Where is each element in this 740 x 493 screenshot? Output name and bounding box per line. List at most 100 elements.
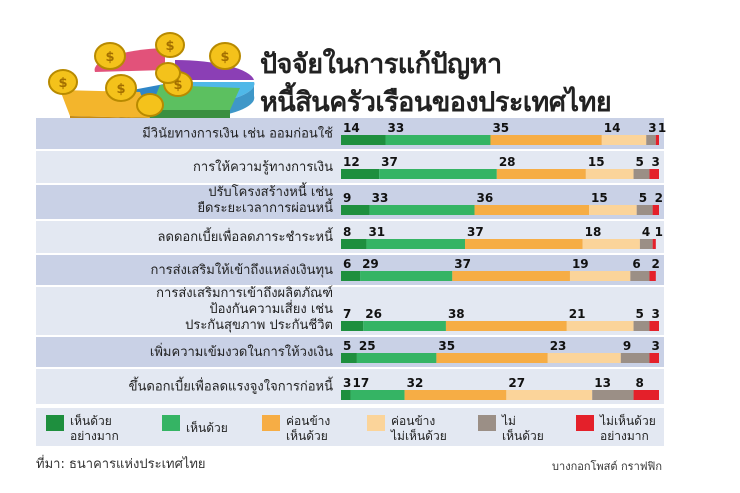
bar-segment [363,321,446,331]
legend-label: เห็นด้วย [286,428,328,443]
value-label: 14 [604,121,621,135]
bar-segment [633,390,659,400]
category-label: การส่งเสริมการเข้าถึงผลิตภัณฑ์ [156,285,333,301]
value-label: 33 [388,121,405,135]
svg-text:$: $ [173,78,182,93]
value-label: 9 [623,339,631,353]
value-label: 23 [550,339,567,353]
bar-segment [341,205,370,215]
value-label: 1 [655,225,663,239]
value-label: 33 [372,191,389,205]
bar-segment [601,135,647,145]
category-label: การส่งเสริมให้เข้าถึงแหล่งเงินทุน [150,262,333,278]
bar-segment [436,353,548,363]
bar-segment [379,169,497,179]
value-label: 12 [343,155,360,169]
legend-label: อย่างมาก [70,429,119,443]
legend-label: ค่อนข้าง [391,414,435,428]
bar-segment [385,135,491,145]
category-label: ประกันสุขภาพ ประกันชีวิต [185,317,333,333]
legend-label: ไม่ [501,414,516,428]
bar-segment [566,321,634,331]
bar-segment [569,271,631,281]
bar-segment [649,321,659,331]
value-label: 14 [343,121,360,135]
value-label: 3 [343,376,351,390]
category-label: มีวินัยทางการเงิน เช่น ออมก่อนใช้ [142,126,333,142]
value-label: 3 [651,339,659,353]
bar-segment [341,321,364,331]
bar-segment [636,205,653,215]
bar-segment [652,205,659,215]
legend-swatch [162,415,180,431]
bar-segment [633,321,650,331]
bar-segment [341,169,380,179]
value-label: 15 [591,191,608,205]
value-label: 5 [639,191,647,205]
bar-segment [620,353,650,363]
legend-swatch [46,415,64,431]
value-label: 3 [648,121,656,135]
value-label: 27 [508,376,525,390]
value-label: 35 [438,339,455,353]
bar-segment [350,390,405,400]
value-label: 18 [585,225,602,239]
bar-segment [646,135,656,145]
svg-text:$: $ [220,50,229,65]
bar-segment [585,169,634,179]
category-label: ขึ้นดอกเบี้ยเพื่อลดแรงจูงใจการก่อหนี้ [129,377,334,395]
value-label: 17 [353,376,370,390]
category-label: เพิ่มความเข้มงวดในการให้วงเงิน [150,343,333,360]
bar-segment [404,390,507,400]
bar-segment [452,271,570,281]
bar-segment [496,169,586,179]
value-label: 9 [343,191,351,205]
category-label: ยืดระยะเวลาการผ่อนหนี้ [197,198,333,216]
legend-label: ไม่เห็นด้วย [599,413,656,428]
value-label: 37 [467,225,484,239]
bar-segment [356,353,437,363]
value-label: 2 [651,257,659,271]
legend-swatch [262,415,280,431]
chart-title-line-2: หนี้สินครัวเรือนของประเทศไทย [260,87,612,118]
legend-label: เห็นด้วย [186,420,228,435]
value-label: 5 [636,155,644,169]
value-label: 37 [381,155,398,169]
value-label: 4 [642,225,650,239]
bar-segment [547,353,621,363]
category-label: ปรับโครงสร้างหนี้ เช่น [208,182,333,200]
bar-segment [582,239,640,249]
bar-segment [360,271,453,281]
bar-segment [341,353,357,363]
category-label: การให้ความรู้ทางการเงิน [193,159,333,175]
value-label: 36 [477,191,494,205]
bar-segment [341,271,361,281]
value-label: 15 [588,155,605,169]
value-label: 26 [365,307,382,321]
bar-segment [592,390,634,400]
bar-segment [369,205,475,215]
legend-swatch [478,415,496,431]
graphic-credit: บางกอกโพสต์ กราฟฟิก [552,460,662,473]
bar-segment [445,321,567,331]
value-label: 7 [343,307,351,321]
bar-segment [366,239,466,249]
legend-label: เห็นด้วย [502,428,544,443]
svg-text:$: $ [58,76,67,91]
value-label: 6 [343,257,351,271]
value-label: 31 [368,225,385,239]
bar-segment [589,205,637,215]
svg-text:$: $ [105,50,114,65]
value-label: 8 [636,376,644,390]
value-label: 3 [651,155,659,169]
value-label: 29 [362,257,379,271]
legend-swatch [576,415,594,431]
value-label: 32 [407,376,424,390]
legend-label: อย่างมาก [600,429,649,443]
value-label: 13 [594,376,611,390]
legend-swatch [367,415,385,431]
bar-segment [490,135,602,145]
source-note: ที่มา: ธนาคารแห่งประเทศไทย [36,457,206,472]
bar-segment [506,390,593,400]
